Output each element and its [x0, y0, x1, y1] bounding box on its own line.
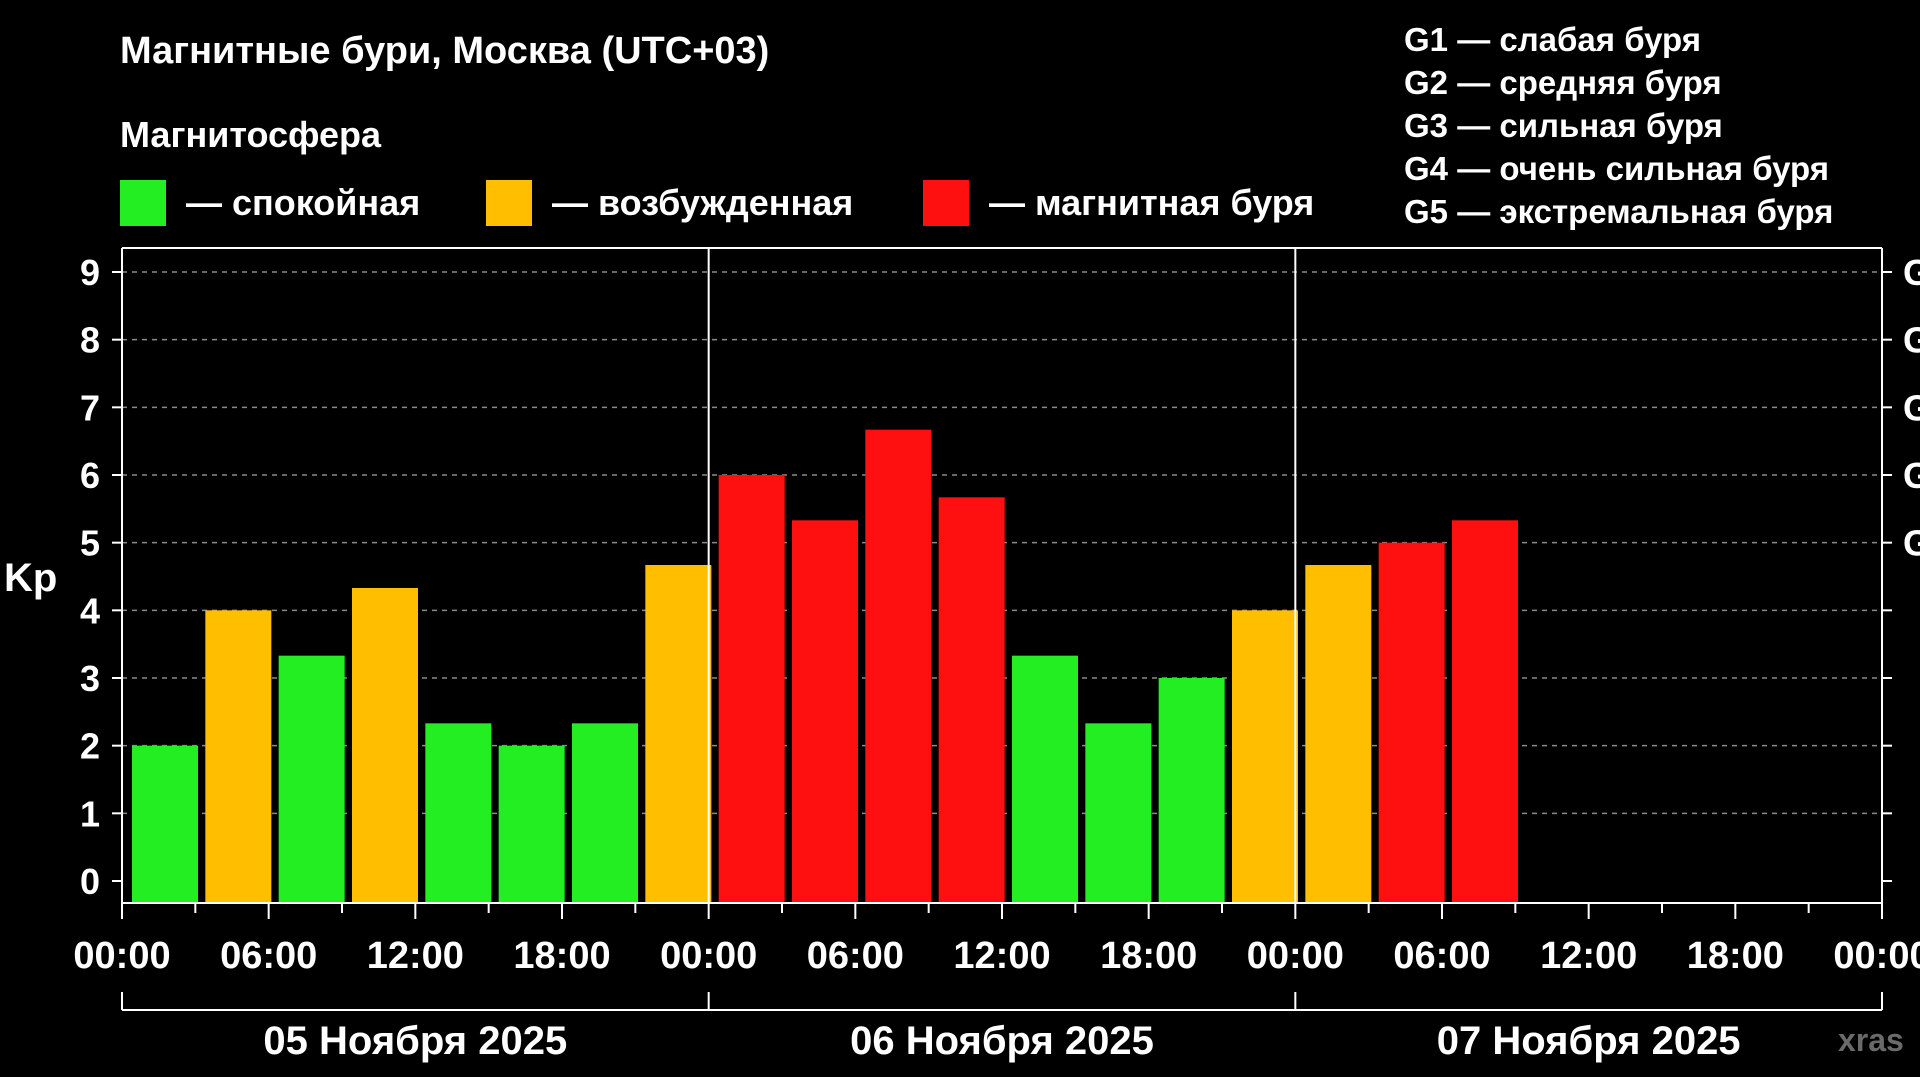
g-scale-legend: G1 — слабая буря G2 — средняя буря G3 — … [1404, 18, 1833, 233]
y-tick-label-2: 2 [80, 726, 100, 767]
bar-2 [205, 610, 272, 902]
y-tick-label-3: 3 [80, 658, 100, 699]
x-tick-label-6: 06:00 [807, 935, 904, 977]
y-tick-label-5: 5 [80, 523, 100, 564]
g-scale-item-g4: G4 — очень сильная буря [1404, 150, 1830, 187]
y-tick-label-6: 6 [80, 455, 100, 496]
legend-swatch-active [486, 180, 532, 226]
g-scale-item-g1: G1 — слабая буря [1404, 21, 1702, 58]
bar-8 [645, 564, 712, 902]
bar-16 [1232, 610, 1298, 902]
legend-swatch-quiet [120, 180, 166, 226]
x-tick-label-3: 12:00 [367, 935, 464, 977]
legend-swatch-storm [923, 180, 969, 226]
bar-4 [352, 588, 418, 902]
y-tick-label-9: 9 [80, 252, 100, 293]
bar-6 [498, 745, 565, 902]
bar-9 [718, 475, 785, 902]
bar-5 [425, 723, 492, 902]
bar-7 [572, 723, 638, 902]
bar-15 [1158, 678, 1225, 902]
legend-label-quiet: — спокойная [186, 182, 421, 223]
bar-19 [1452, 520, 1518, 902]
right-axis-label-g5: G5 [1903, 252, 1920, 293]
g-scale-item-g3: G3 — сильная буря [1404, 107, 1723, 144]
x-tick-label-9: 00:00 [1247, 935, 1344, 977]
bar-11 [865, 429, 932, 902]
watermark: xras [1838, 1022, 1904, 1058]
day-label-1: 05 Ноября 2025 [263, 1019, 567, 1063]
right-axis-label-g1: G1 [1903, 523, 1920, 564]
x-tick-label-10: 06:00 [1393, 935, 1490, 977]
y-tick-label-0: 0 [80, 861, 100, 902]
legend-item-quiet: — спокойная [120, 180, 420, 226]
g-scale-item-g5: G5 — экстремальная буря [1404, 193, 1834, 230]
right-axis-label-g2: G2 [1903, 455, 1920, 496]
bar-18 [1378, 542, 1445, 902]
bar-17 [1305, 564, 1372, 902]
x-tick-label-1: 00:00 [73, 935, 170, 977]
y-tick-label-7: 7 [80, 387, 100, 428]
legend-item-active: — возбужденная [486, 180, 853, 226]
x-tick-label-8: 18:00 [1100, 935, 1197, 977]
x-tick-label-11: 12:00 [1540, 935, 1637, 977]
bar-12 [938, 497, 1005, 902]
bar-14 [1085, 723, 1152, 902]
right-axis-label-g3: G3 [1903, 387, 1920, 428]
legend-heading: Магнитосфера [120, 114, 382, 155]
bar-13 [1012, 655, 1078, 902]
x-tick-label-13: 00:00 [1833, 935, 1920, 977]
x-tick-label-2: 06:00 [220, 935, 317, 977]
x-tick-label-5: 00:00 [660, 935, 757, 977]
bar-1 [132, 745, 198, 902]
y-tick-label-4: 4 [80, 590, 100, 631]
y-axis-label: Kp [4, 556, 57, 600]
day-label-3: 07 Ноября 2025 [1437, 1019, 1741, 1063]
x-tick-label-7: 12:00 [953, 935, 1050, 977]
day-label-2: 06 Ноября 2025 [850, 1019, 1154, 1063]
bar-10 [792, 520, 858, 902]
x-tick-label-4: 18:00 [513, 935, 610, 977]
bar-3 [278, 655, 345, 902]
x-tick-label-12: 18:00 [1687, 935, 1784, 977]
legend-label-storm: — магнитная буря [989, 182, 1315, 223]
y-tick-label-8: 8 [80, 320, 100, 361]
legend-label-active: — возбужденная [552, 182, 854, 223]
legend-item-storm: — магнитная буря [923, 180, 1314, 226]
g-scale-item-g2: G2 — средняя буря [1404, 64, 1722, 101]
y-tick-label-1: 1 [80, 793, 100, 834]
right-axis-label-g4: G4 [1903, 320, 1920, 361]
chart-title: Магнитные бури, Москва (UTC+03) [120, 30, 770, 72]
